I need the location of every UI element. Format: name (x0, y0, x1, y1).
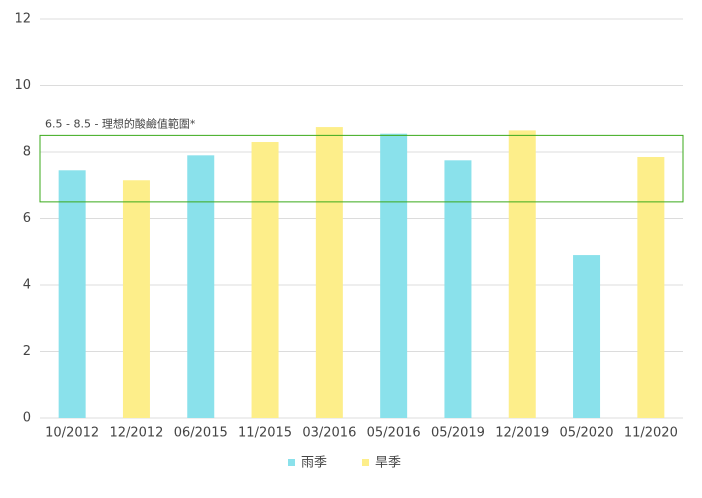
x-tick-label: 05/2020 (560, 426, 614, 441)
bar (508, 130, 536, 418)
legend-swatch (288, 459, 295, 466)
bar (380, 133, 408, 418)
legend-label: 旱季 (375, 456, 401, 471)
x-tick-label: 05/2016 (367, 426, 421, 441)
bar (187, 155, 215, 418)
bar (251, 142, 279, 418)
legend-label: 雨季 (301, 456, 327, 471)
bar (122, 180, 150, 418)
x-tick-label: 11/2015 (238, 426, 292, 441)
bar (58, 170, 86, 418)
bar (573, 255, 601, 418)
bar (444, 160, 472, 418)
x-tick-label: 12/2019 (495, 426, 549, 441)
y-tick-label: 2 (23, 344, 31, 359)
legend-swatch (362, 459, 369, 466)
y-tick-label: 12 (14, 12, 31, 27)
x-tick-label: 10/2012 (45, 426, 99, 441)
x-tick-label: 11/2020 (624, 426, 678, 441)
y-tick-label: 10 (14, 78, 31, 93)
range-band (39, 134, 684, 203)
y-tick-label: 8 (23, 145, 31, 160)
bar (315, 127, 343, 418)
y-tick-label: 6 (23, 211, 31, 226)
x-tick-label: 06/2015 (174, 426, 228, 441)
bar (637, 156, 665, 419)
y-tick-label: 0 (23, 411, 31, 426)
x-tick-label: 03/2016 (302, 426, 356, 441)
range-label: 6.5 - 8.5 - 理想的酸鹼值範圍* (45, 116, 196, 130)
y-tick-label: 4 (23, 278, 31, 293)
x-tick-label: 12/2012 (109, 426, 163, 441)
x-tick-label: 05/2019 (431, 426, 485, 441)
